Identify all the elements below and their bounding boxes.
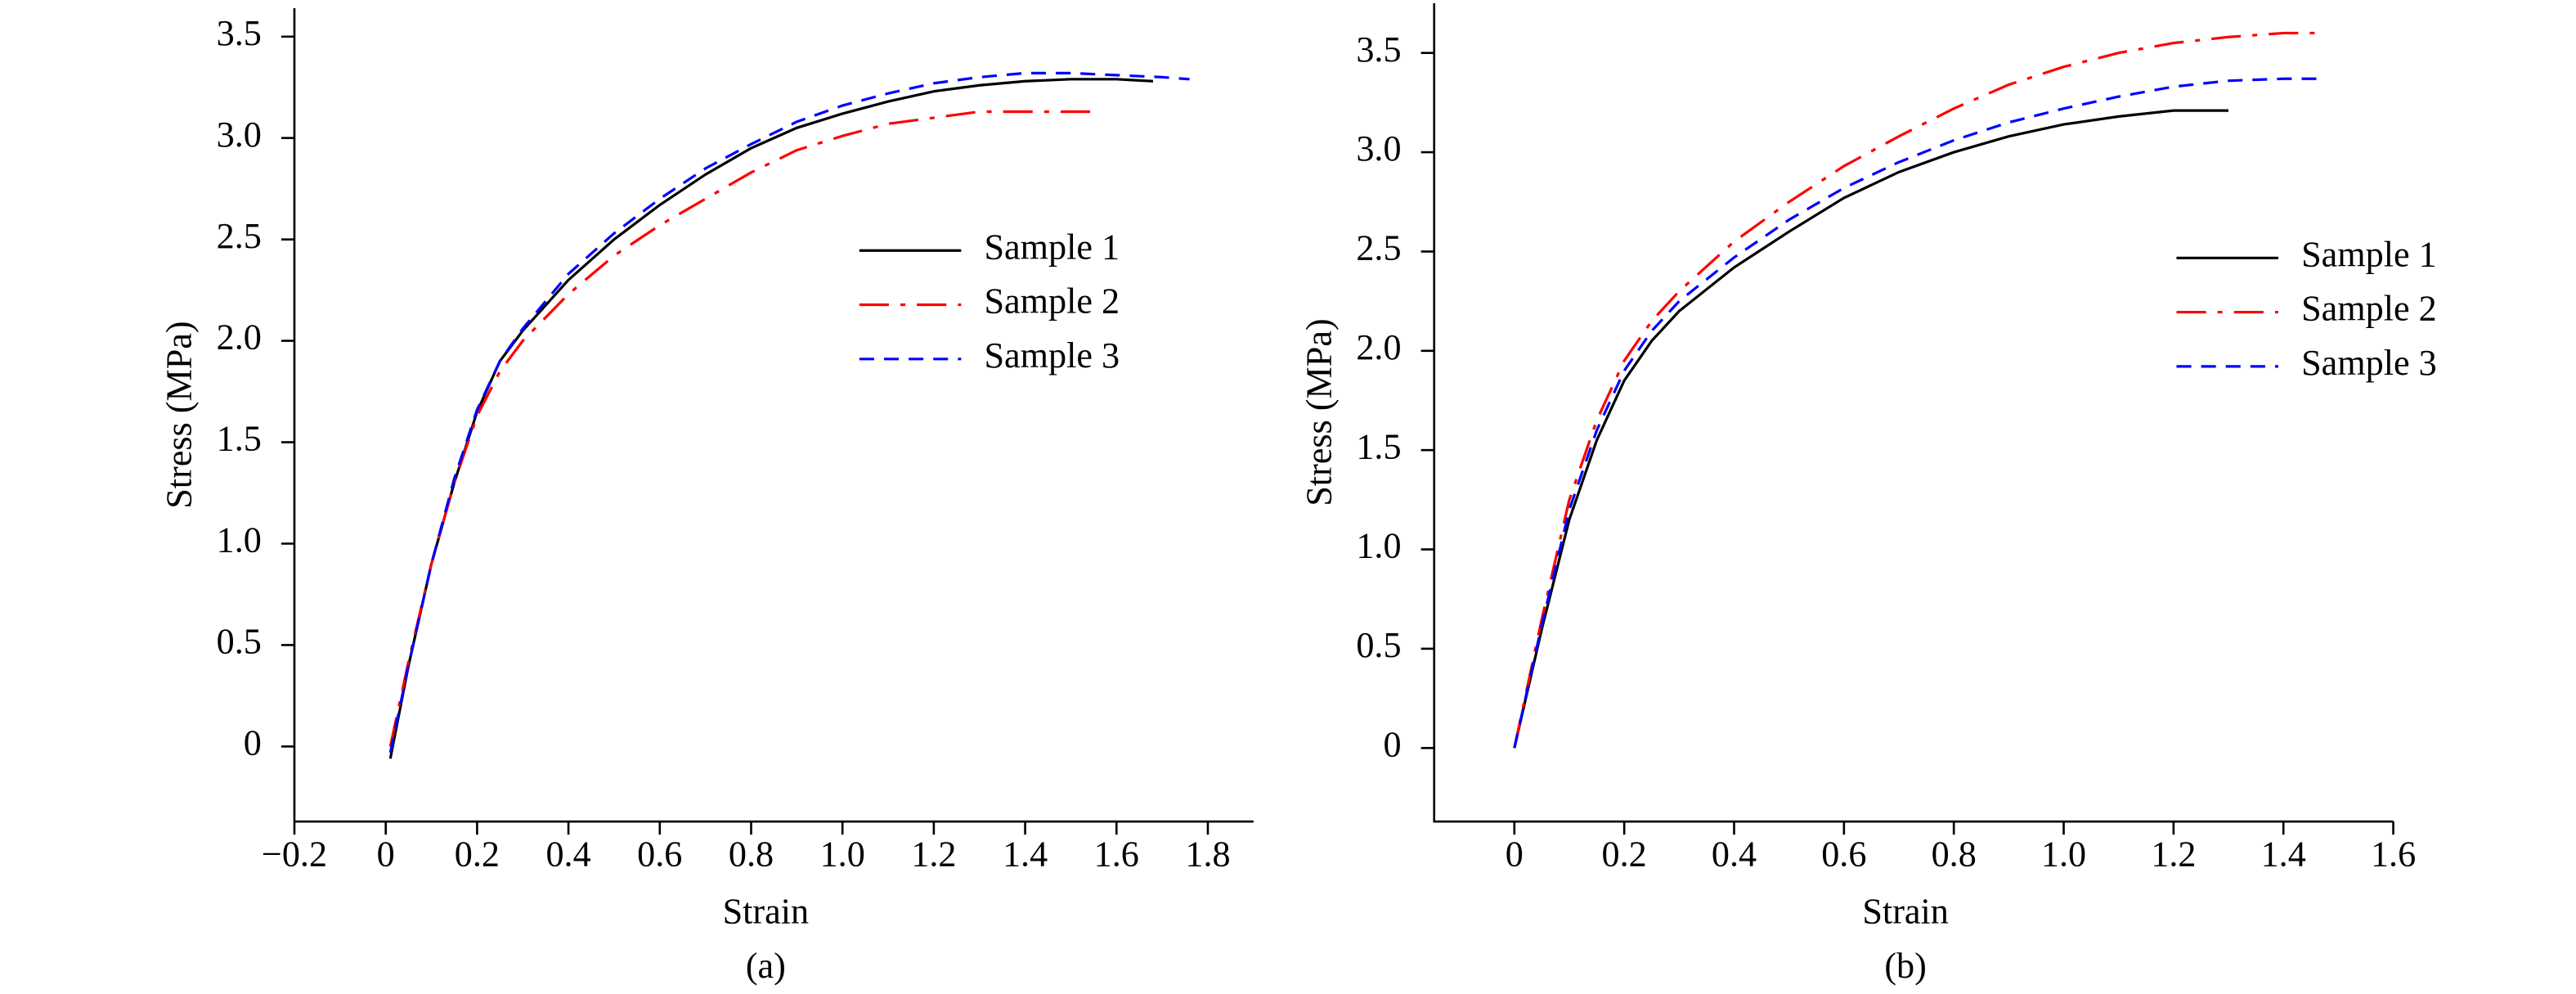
data-line bbox=[388, 78, 1154, 759]
y-axis-label: Stress (MPa) bbox=[1299, 318, 1339, 506]
data-line bbox=[388, 110, 1094, 747]
x-tick-label: 0.2 bbox=[1602, 834, 1647, 874]
y-tick-label: 1.5 bbox=[217, 419, 262, 459]
x-tick-label: −0.2 bbox=[262, 834, 327, 874]
legend-label: Sample 1 bbox=[984, 227, 1120, 267]
legend-label: Sample 2 bbox=[984, 281, 1120, 322]
chart-panel: −0.2 0 0.2 0.4 0.6 0.8 1.0 1.2 1.4 1.6 1.8 0 0.5 1.0 1… bbox=[159, 8, 1254, 986]
x-tick-label: 1.8 bbox=[1185, 834, 1230, 874]
x-axis-label: Strain bbox=[1862, 892, 1949, 932]
data-line bbox=[1513, 109, 2229, 749]
x-axis-label: Strain bbox=[723, 892, 810, 932]
legend-label: Sample 3 bbox=[2301, 343, 2437, 383]
y-tick-label: 2.0 bbox=[1356, 327, 1401, 367]
legend-label: Sample 2 bbox=[2301, 289, 2437, 329]
y-tick-label: 2.5 bbox=[1356, 228, 1401, 268]
y-tick-label: 2.5 bbox=[217, 216, 262, 256]
x-tick-label: 0.6 bbox=[1821, 834, 1866, 874]
chart-panel: 0 0.2 0.4 0.6 0.8 1.0 1.2 1.4 1.6 0 0.5 1.0 1.5 2.0 2.… bbox=[1299, 3, 2437, 986]
x-tick-label: 0.8 bbox=[729, 834, 774, 874]
legend-label: Sample 1 bbox=[2301, 234, 2437, 274]
x-tick-label: 0.2 bbox=[455, 834, 500, 874]
x-tick-label: 1.4 bbox=[1003, 834, 1048, 874]
axes bbox=[293, 8, 1254, 823]
x-tick-label: 0.4 bbox=[545, 834, 590, 874]
y-tick-label: 0.5 bbox=[1356, 625, 1401, 665]
x-tick-label: 0.4 bbox=[1712, 834, 1757, 874]
caption: (a) bbox=[746, 946, 786, 986]
x-tick-label: 0.6 bbox=[637, 834, 682, 874]
y-tick-label: 1.0 bbox=[217, 520, 262, 560]
caption: (b) bbox=[1884, 946, 1927, 986]
x-tick-label: 1.6 bbox=[2371, 834, 2416, 874]
x-tick-label: 0.8 bbox=[1932, 834, 1977, 874]
x-tick-label: 1.0 bbox=[2041, 834, 2086, 874]
y-tick-label: 0 bbox=[244, 723, 262, 763]
y-tick-label: 0 bbox=[1383, 724, 1401, 764]
y-axis-label: Stress (MPa) bbox=[159, 321, 200, 508]
y-tick-label: 3.5 bbox=[217, 13, 262, 53]
y-tick-label: 3.5 bbox=[1356, 29, 1401, 70]
legend-label: Sample 3 bbox=[984, 335, 1120, 376]
x-tick-label: 1.6 bbox=[1094, 834, 1139, 874]
data-line bbox=[1513, 77, 2317, 749]
y-tick-label: 0.5 bbox=[217, 622, 262, 662]
data-line bbox=[388, 71, 1190, 753]
x-tick-label: 0 bbox=[1506, 834, 1524, 874]
x-tick-label: 1.2 bbox=[911, 834, 956, 874]
y-tick-label: 3.0 bbox=[1356, 128, 1401, 169]
y-tick-label: 1.5 bbox=[1356, 426, 1401, 466]
data-line bbox=[1513, 31, 2317, 749]
axes bbox=[1433, 3, 2394, 823]
x-tick-label: 1.4 bbox=[2261, 834, 2306, 874]
x-tick-label: 0 bbox=[377, 834, 395, 874]
x-tick-label: 1.0 bbox=[820, 834, 865, 874]
y-tick-label: 2.0 bbox=[217, 317, 262, 358]
y-tick-label: 3.0 bbox=[217, 115, 262, 155]
x-tick-label: 1.2 bbox=[2151, 834, 2196, 874]
y-tick-label: 1.0 bbox=[1356, 526, 1401, 566]
